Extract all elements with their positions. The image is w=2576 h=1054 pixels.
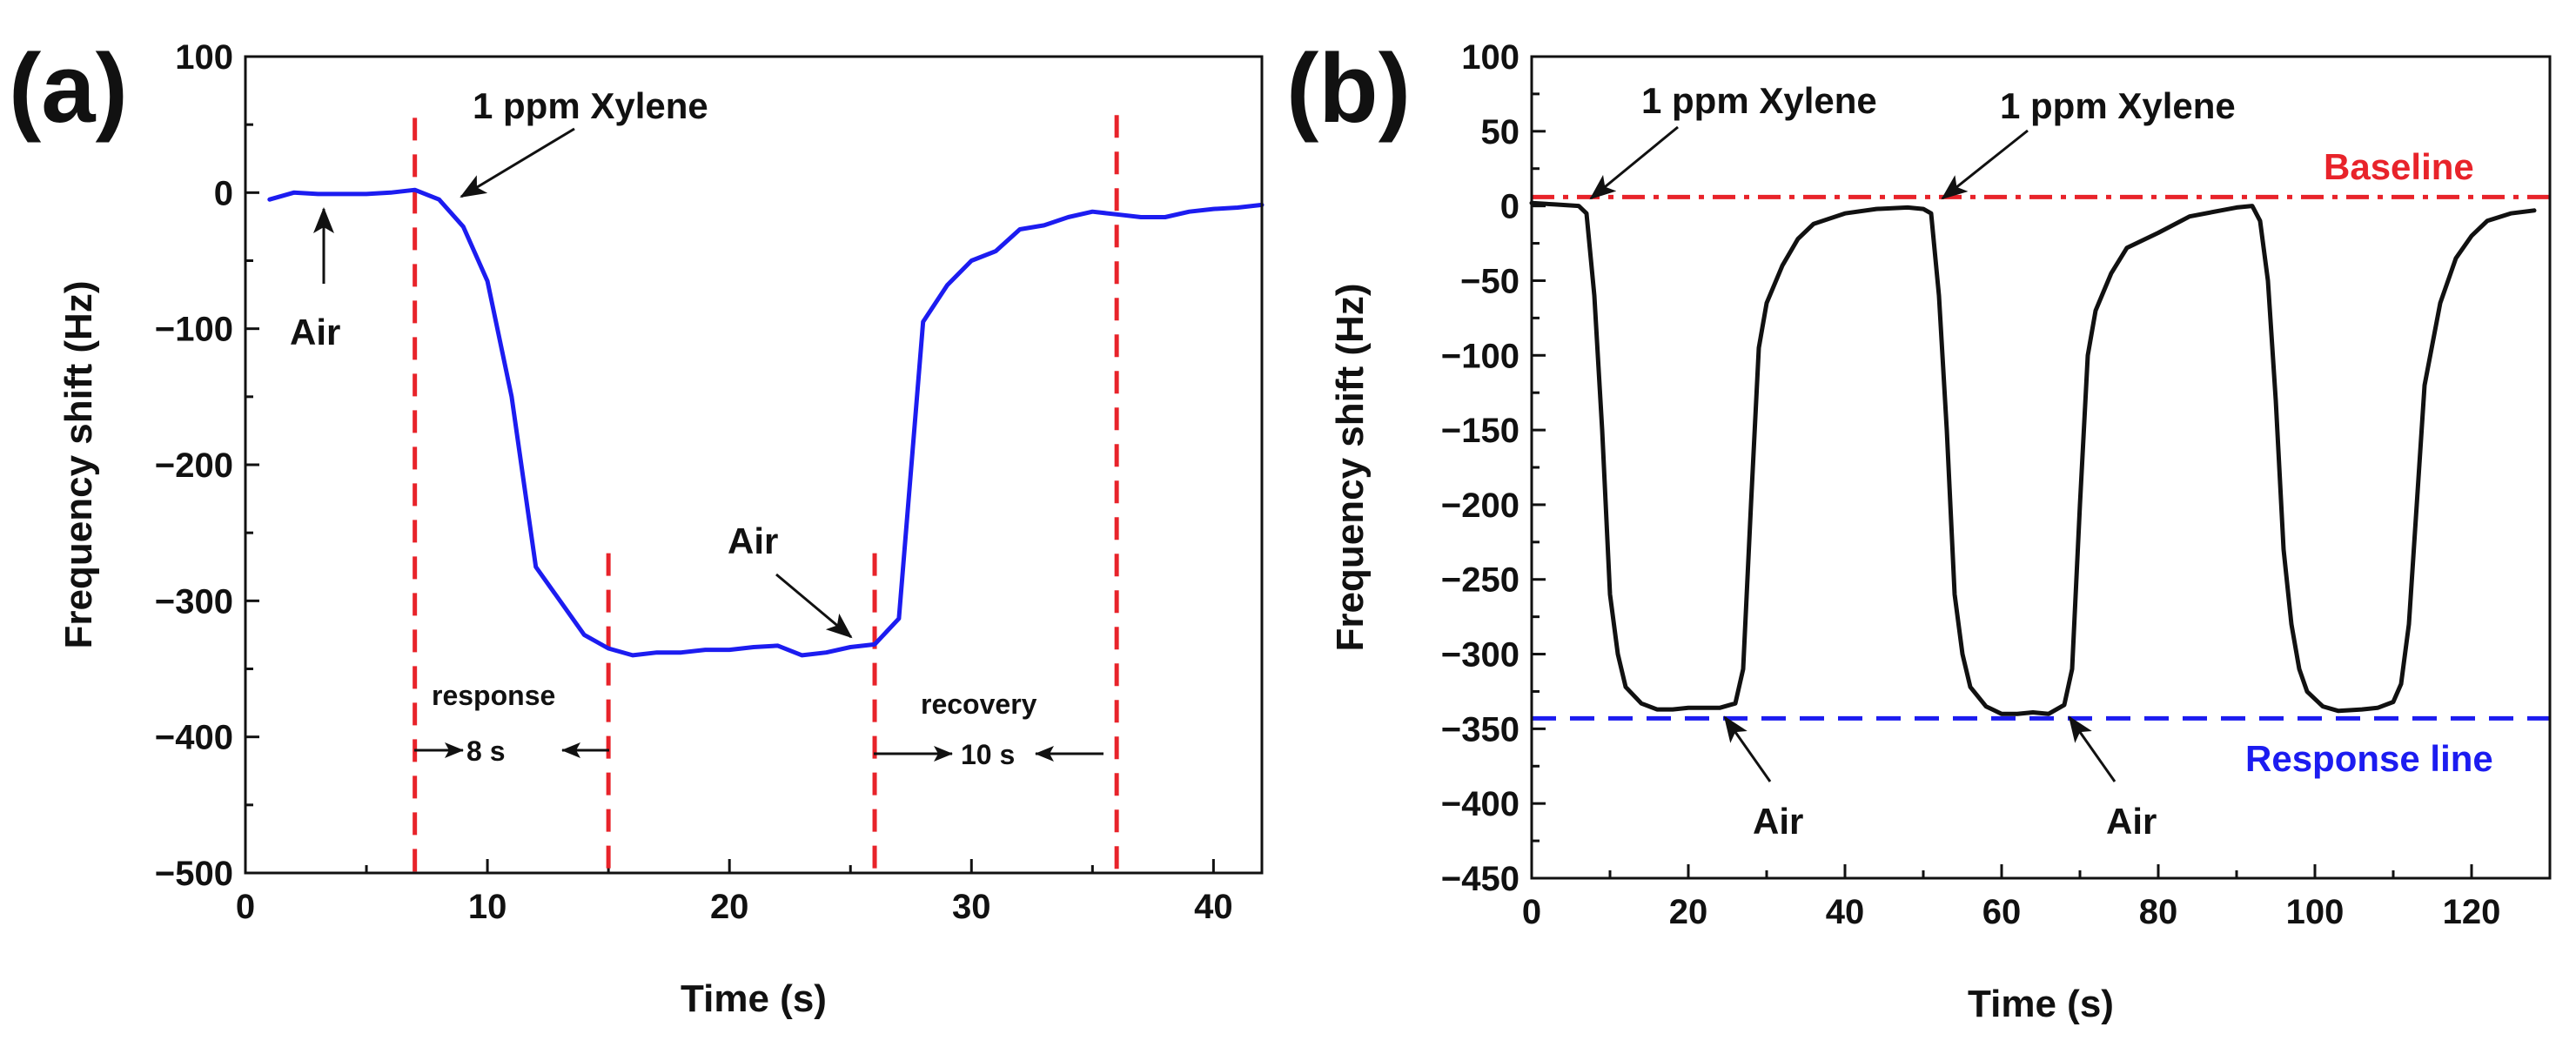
panel-a-xylene-arrow (460, 127, 575, 198)
panel-a-y-tick-label: −300 (155, 582, 233, 621)
panel-a-x-ticks: 0 10 20 30 40 (236, 859, 1233, 926)
panel-b-xylene-label-2: 1 ppm Xylene (2000, 85, 2236, 126)
panel-b-y-axis-title: Frequency shift (Hz) (1329, 284, 1372, 652)
panel-b-air-arrow-1 (1723, 715, 1772, 782)
panel-b-x-tick-label: 20 (1669, 893, 1708, 931)
panel-b-y-tick-label: −200 (1441, 487, 1519, 525)
panel-b: (b) 100 50 0 −50 −100 −150 −200 −250 −300 −350 −40… (1286, 34, 2552, 1025)
panel-b-x-axis-title: Time (s) (1968, 983, 2114, 1025)
panel-a-y-tick-label: −500 (155, 855, 233, 893)
panel-a-x-tick-label: 0 (236, 888, 255, 926)
panel-b-response-line-label: Response line (2245, 738, 2493, 779)
panel-b-x-tick-label: 100 (2286, 893, 2345, 931)
panel-a-x-axis-title: Time (s) (681, 977, 827, 1020)
panel-b-air-label-2: Air (2106, 801, 2157, 842)
panel-b-x-ticks: 0 20 40 60 80 100 120 (1522, 864, 2501, 931)
panel-a-x-tick-label: 40 (1194, 888, 1233, 926)
panel-b-x-tick-label: 80 (2139, 893, 2178, 931)
panel-a-label: (a) (9, 34, 128, 143)
panel-a-air-mid-arrow (775, 573, 853, 639)
panel-b-air-label-1: Air (1753, 801, 1803, 842)
panel-b-label: (b) (1286, 34, 1411, 143)
panel-b-y-ticks: 100 50 0 −50 −100 −150 −200 −250 −300 −350 −400 −45… (1441, 38, 1546, 898)
panel-b-y-tick-label: 0 (1500, 188, 1519, 226)
panel-a-response-time: 8 s (466, 735, 505, 767)
panel-a-plot-frame (244, 55, 1264, 875)
panel-a-y-tick-label: −400 (155, 719, 233, 757)
panel-b-x-tick-label: 120 (2443, 893, 2501, 931)
panel-b-y-tick-label: −400 (1441, 785, 1519, 823)
panel-b-baseline-label: Baseline (2324, 146, 2474, 187)
panel-b-x-tick-label: 0 (1522, 893, 1541, 931)
panel-a-response-label: response (432, 680, 555, 711)
panel-b-y-tick-label: −50 (1460, 262, 1519, 300)
panel-b-y-tick-label: −300 (1441, 636, 1519, 675)
panel-a-series-line (267, 187, 1265, 658)
panel-b-y-tick-label: −150 (1441, 412, 1519, 450)
panel-a-recovery-time: 10 s (961, 739, 1015, 770)
panel-b-xylene-label-1: 1 ppm Xylene (1641, 80, 1877, 121)
panel-a-y-ticks: 100 0 −100 −200 −300 −400 −500 (155, 38, 259, 893)
panel-a-x-tick-label: 10 (468, 888, 507, 926)
panel-b-y-tick-label: 50 (1481, 113, 1520, 151)
panel-a-y-tick-label: −200 (155, 446, 233, 485)
panel-b-y-tick-label: 100 (1461, 38, 1519, 77)
panel-a-xylene-label: 1 ppm Xylene (473, 85, 708, 126)
panel-b-air-arrow-2 (2068, 715, 2116, 782)
panel-b-y-tick-label: −100 (1441, 337, 1519, 375)
panel-a: (a) 100 0 −100 −200 −300 −400 −500 0 10 20 30 40 T… (9, 34, 1265, 1020)
panel-a-recovery-label: recovery (921, 688, 1037, 720)
panel-b-y-tick-label: −250 (1441, 561, 1519, 600)
panel-b-xylene-arrow-2 (1941, 129, 2029, 200)
panel-b-y-tick-label: −450 (1441, 860, 1519, 898)
panel-a-y-tick-label: 100 (175, 38, 233, 77)
panel-a-x-tick-label: 30 (952, 888, 991, 926)
panel-a-marker-lines (413, 115, 1119, 873)
panel-b-xylene-arrow-1 (1589, 125, 1679, 200)
panel-a-air-label: Air (290, 312, 340, 352)
panel-a-y-axis-title: Frequency shift (Hz) (57, 281, 100, 649)
panel-a-air-mid-label: Air (728, 520, 778, 561)
panel-b-y-tick-label: −350 (1441, 710, 1519, 749)
panel-b-x-tick-label: 40 (1826, 893, 1865, 931)
panel-a-y-tick-label: 0 (214, 174, 233, 212)
panel-b-plot-frame (1530, 55, 2552, 880)
panel-a-y-tick-label: −100 (155, 311, 233, 349)
panel-b-x-tick-label: 60 (1982, 893, 2022, 931)
panel-a-x-tick-label: 20 (710, 888, 749, 926)
panel-b-series-line (1529, 200, 2537, 716)
